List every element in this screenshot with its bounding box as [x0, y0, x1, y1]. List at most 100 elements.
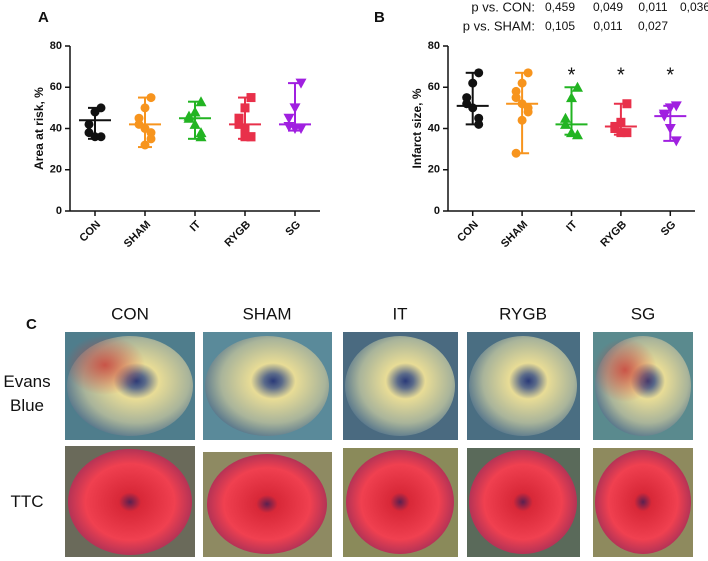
x-tick-label: IT	[188, 218, 204, 234]
data-point	[134, 113, 144, 123]
y-tick-label: 20	[428, 164, 440, 176]
data-point	[610, 124, 620, 133]
y-tick-label: 40	[50, 122, 62, 134]
y-tick-label: 80	[50, 40, 62, 52]
data-point	[622, 99, 632, 109]
data-point	[240, 124, 250, 133]
p-label: p vs. CON:	[471, 0, 535, 14]
data-point	[566, 127, 577, 138]
data-point	[240, 103, 250, 113]
p-value: 0,011	[638, 0, 667, 14]
data-point	[523, 107, 533, 117]
data-point	[462, 93, 472, 103]
data-point	[96, 132, 106, 142]
y-tick-label: 60	[50, 81, 62, 93]
photo-grid	[65, 332, 693, 557]
p-value: 0,027	[638, 19, 668, 33]
y-tick-label: 80	[428, 40, 440, 52]
data-point	[283, 113, 295, 124]
data-point	[234, 113, 244, 123]
significance-mark: *	[568, 64, 576, 86]
data-point	[146, 128, 156, 138]
column-label: SG	[631, 304, 656, 323]
y-tick-label: 20	[50, 164, 62, 176]
data-point	[195, 96, 207, 107]
data-point	[517, 78, 527, 88]
panel-label: A	[38, 9, 49, 26]
data-point	[572, 81, 583, 92]
data-point	[566, 92, 577, 103]
y-tick-label: 60	[428, 81, 440, 93]
x-tick-label: CON	[77, 219, 103, 245]
data-point	[240, 132, 250, 142]
data-point	[474, 113, 484, 123]
data-point	[295, 78, 307, 89]
photo	[593, 338, 657, 402]
data-point	[246, 93, 256, 103]
photo	[345, 336, 455, 436]
y-tick-label: 40	[428, 122, 440, 134]
photo	[346, 450, 454, 554]
panel-label: C	[26, 316, 37, 333]
data-point	[517, 115, 527, 125]
data-point	[511, 93, 521, 103]
data-point	[140, 103, 150, 113]
photo	[65, 335, 145, 395]
row-label: TTC	[10, 492, 44, 511]
photo	[469, 450, 577, 554]
column-label: IT	[392, 304, 407, 323]
p-value: 0,011	[593, 19, 622, 33]
data-point	[616, 128, 626, 138]
data-point	[664, 124, 676, 134]
x-tick-label: SG	[659, 219, 679, 239]
y-tick-label: 0	[56, 205, 62, 217]
x-tick-label: RYGB	[598, 219, 629, 250]
data-point	[560, 112, 571, 123]
photo	[207, 454, 327, 554]
data-point	[474, 68, 484, 78]
y-axis-label: Area at risk, %	[32, 87, 46, 170]
significance-mark: *	[666, 64, 674, 86]
data-point	[468, 103, 478, 113]
x-tick-label: CON	[455, 219, 481, 245]
x-tick-label: RYGB	[223, 219, 254, 250]
column-label: SHAM	[242, 304, 291, 323]
data-point	[616, 117, 626, 127]
data-point	[622, 128, 632, 138]
x-tick-label: SHAM	[499, 219, 530, 250]
data-point	[195, 131, 207, 142]
data-point	[468, 78, 478, 88]
column-label: CON	[111, 304, 149, 323]
data-point	[84, 119, 94, 129]
significance-mark: *	[617, 64, 625, 86]
data-point	[474, 119, 484, 129]
data-point	[670, 136, 682, 147]
p-value: 0,036	[680, 0, 708, 14]
photo	[595, 450, 691, 554]
x-tick-label: IT	[564, 218, 580, 234]
data-point	[523, 68, 533, 78]
p-value: 0,105	[545, 19, 575, 33]
p-value: 0,459	[545, 0, 575, 14]
data-point	[90, 107, 100, 117]
y-tick-label: 0	[434, 205, 440, 217]
data-point	[140, 140, 150, 150]
data-point	[572, 129, 583, 140]
row-label: Evans Blue	[3, 372, 51, 415]
column-label: RYGB	[499, 304, 547, 323]
x-tick-label: SG	[283, 219, 303, 239]
p-label: p vs. SHAM:	[463, 18, 535, 33]
data-point	[511, 86, 521, 96]
photo	[469, 336, 577, 436]
data-point	[664, 103, 676, 114]
photo	[205, 336, 329, 436]
panel-label: B	[374, 9, 385, 26]
p-value: 0,049	[593, 0, 623, 14]
photo	[68, 449, 192, 555]
data-point	[146, 134, 156, 144]
data-point	[511, 148, 521, 158]
data-point	[295, 124, 307, 134]
data-point	[146, 93, 156, 103]
